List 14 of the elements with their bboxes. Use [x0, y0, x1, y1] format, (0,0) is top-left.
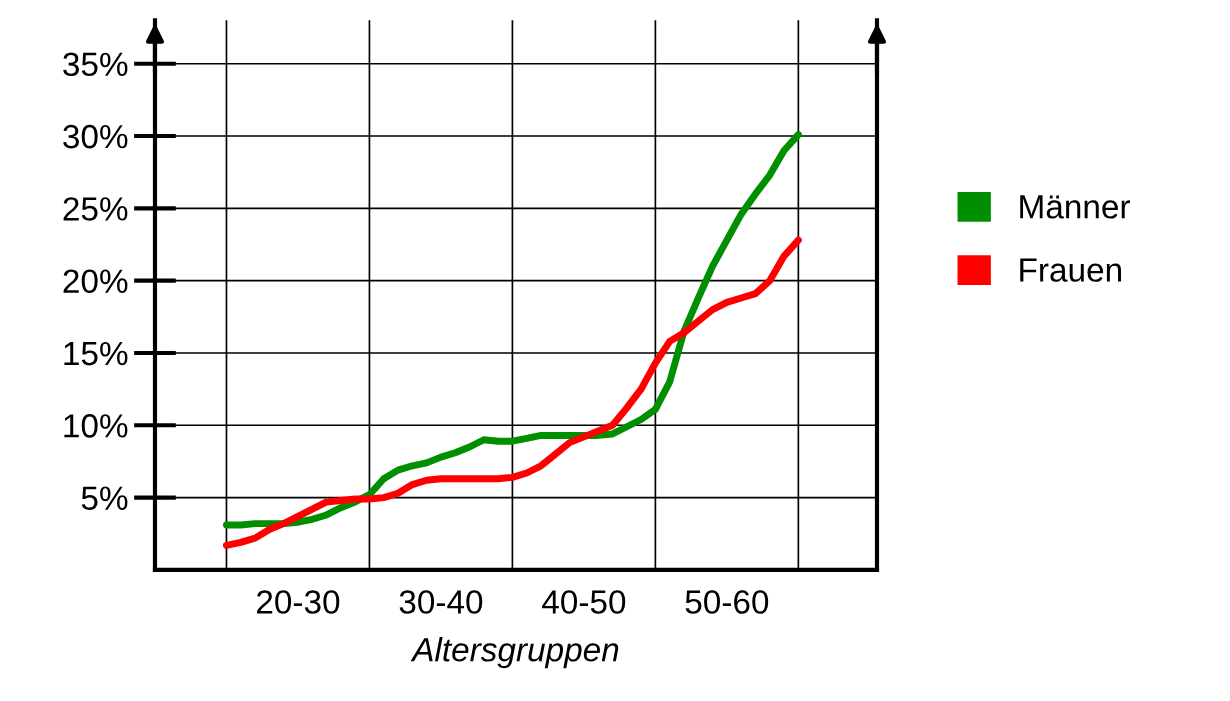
x-tick-label: 40-50 — [542, 590, 626, 614]
y-tick-label: 25% — [63, 197, 128, 221]
y-tick-label: 5% — [81, 486, 128, 511]
x-tick-label: 30-40 — [399, 590, 483, 614]
legend-label: Männer — [1020, 195, 1130, 219]
y-tick-label: 10% — [64, 414, 128, 438]
x-tick-label: 50-60 — [685, 590, 769, 614]
x-tick-label: 20-30 — [257, 590, 340, 614]
x-axis-title: Altersgruppen — [410, 637, 619, 669]
y-tick-label: 35% — [63, 52, 128, 77]
y-tick-label: 20% — [63, 269, 128, 294]
legend-label: Frauen — [1020, 258, 1121, 282]
y-tick-label: 15% — [64, 341, 128, 366]
y-tick-label: 30% — [63, 124, 128, 149]
